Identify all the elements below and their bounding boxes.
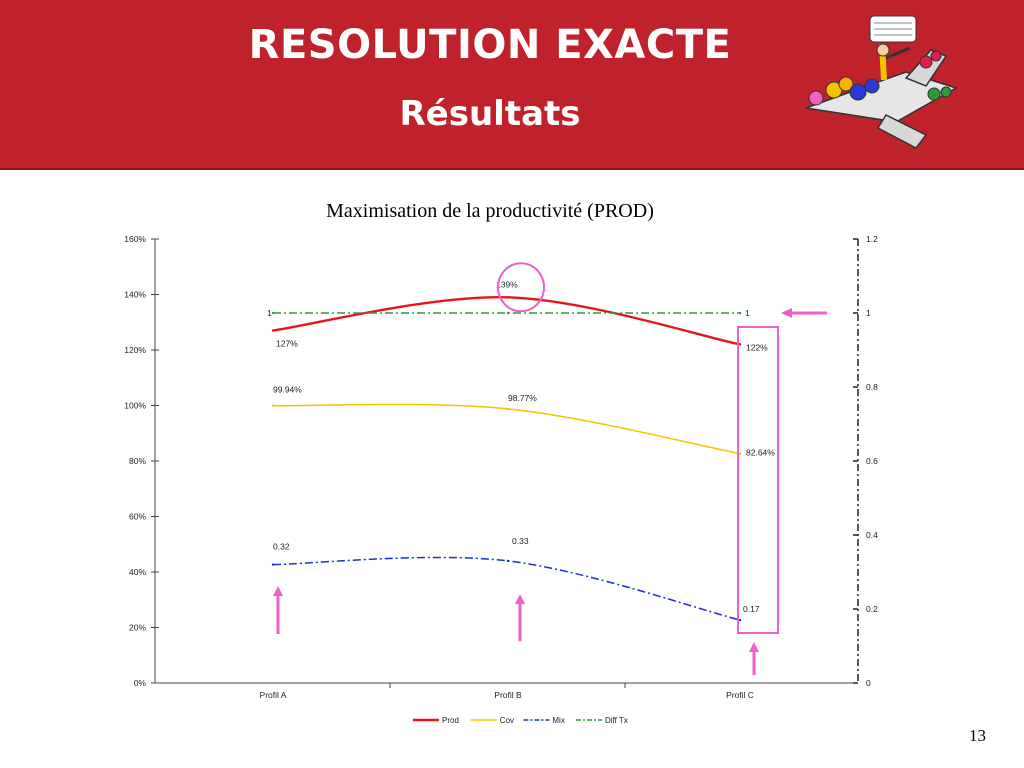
highlight-rectangle [737,326,779,634]
x-tick-label: Profil A [260,690,287,700]
y-left-tick-label: 0% [134,678,147,688]
highlight-arrow-profil-a-head [273,586,283,596]
data-point-mix [506,559,510,563]
y-left-tick-label: 120% [124,345,146,355]
y-right-tick-label: 0.4 [866,530,878,540]
data-label-mix: 0.32 [273,542,290,552]
data-label-prod: 127% [276,339,298,349]
data-label-prod: 139% [496,279,518,289]
x-tick-label: Profil C [726,690,754,700]
slide-title: RESOLUTION EXACTE [248,22,732,68]
data-point-cov [271,404,275,407]
x-tick-label: Profil B [494,690,522,700]
highlight-arrow-profil-b-head [515,594,525,604]
y-right-tick-label: 1.2 [866,234,878,244]
header-divider [0,168,1024,170]
data-label-mix: 0.17 [743,604,760,614]
y-left-tick-label: 160% [124,234,146,244]
data-point-cov [738,452,742,455]
highlight-arrow-profil-c-head [749,642,759,652]
data-label-diff-tx: 1 [267,308,272,318]
y-left-tick-label: 60% [129,512,146,522]
series-line-prod [272,296,741,346]
data-point-diff-tx [271,311,275,315]
data-label-mix: 0.33 [512,536,529,546]
y-left-tick-label: 20% [129,623,146,633]
y-right-tick-label: 0.2 [866,604,878,614]
legend-label-prod: Prod [442,716,459,725]
y-left-tick-label: 100% [124,401,146,411]
chart-title: Maximisation de la productivité (PROD) [326,200,654,222]
legend-label-diff-tx: Diff Tx [605,716,628,725]
legend-label-mix: Mix [552,716,564,725]
data-label-cov: 98.77% [508,393,537,403]
y-left-tick-label: 140% [124,290,146,300]
y-left-tick-label: 40% [129,567,146,577]
data-label-cov: 82.64% [746,448,775,458]
y-right-tick-label: 1 [866,308,871,318]
highlight-circle [497,262,545,313]
data-point-diff-tx [506,311,510,315]
data-label-diff-tx: 1 [745,308,750,318]
y-right-tick-label: 0.6 [866,456,878,466]
data-point-mix [738,618,742,622]
slide-subtitle: Résultats [399,94,581,134]
data-point-mix [271,563,275,566]
data-point-prod [506,296,510,299]
data-point-cov [506,407,510,411]
factory-conveyor-cartoon-icon [805,15,958,149]
series-line-mix [272,556,741,621]
y-right-tick-label: 0.8 [866,382,878,392]
data-point-diff-tx [738,311,742,315]
series-line-cov [272,403,741,455]
data-point-prod [738,343,742,346]
legend-label-cov: Cov [500,716,514,725]
y-left-tick-label: 80% [129,456,146,466]
data-point-prod [271,329,275,332]
highlight-arrow-diff-tx-head [781,308,792,318]
data-label-prod: 122% [746,342,768,352]
data-label-cov: 99.94% [273,385,302,395]
y-right-tick-label: 0 [866,678,871,688]
page-number: 13 [969,726,986,745]
